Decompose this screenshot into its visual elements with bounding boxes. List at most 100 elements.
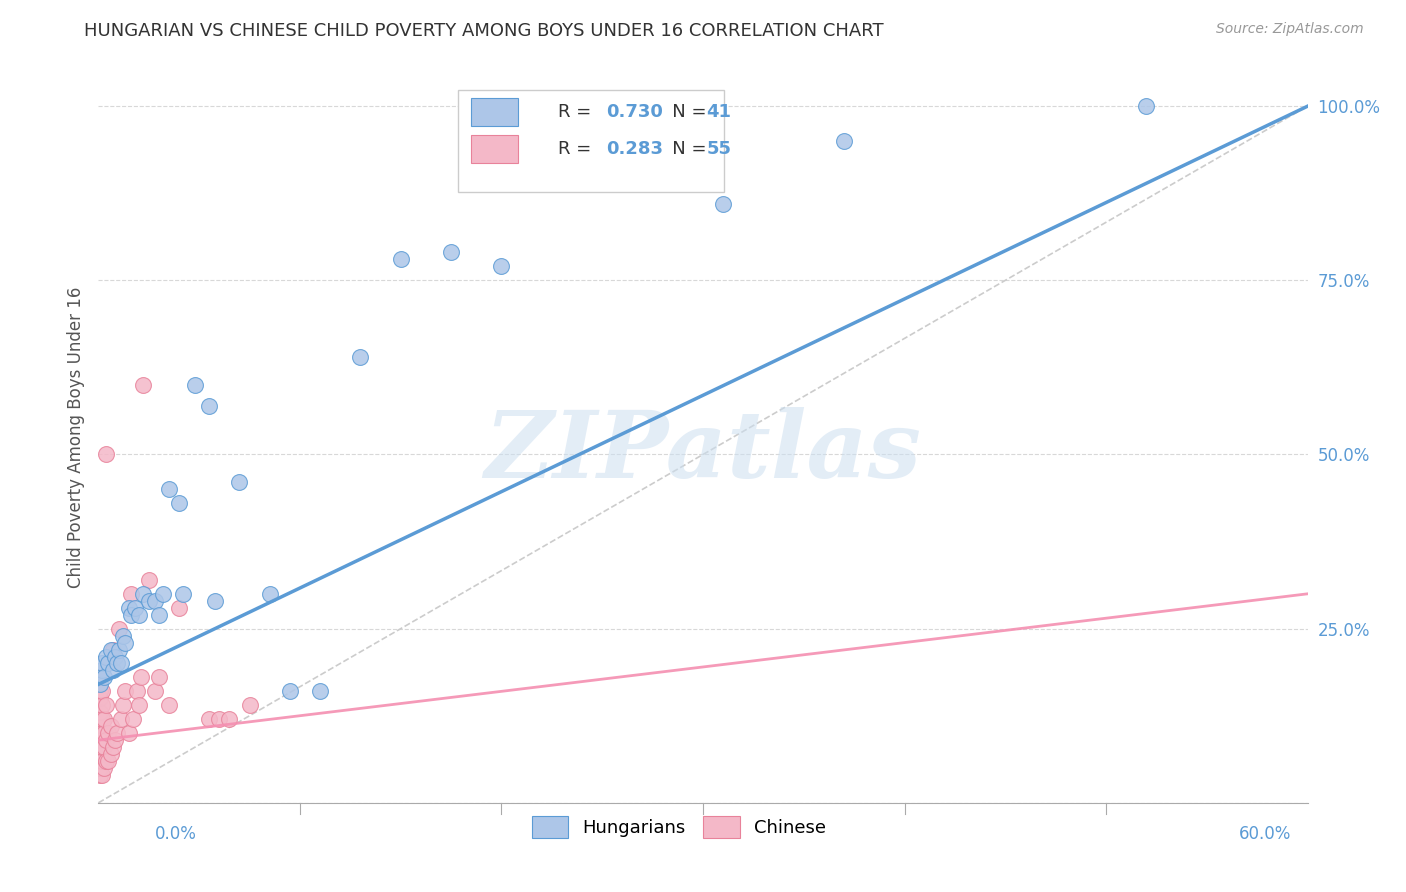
Point bbox=[128, 607, 150, 622]
Point bbox=[118, 600, 141, 615]
Text: 60.0%: 60.0% bbox=[1239, 825, 1292, 843]
Point bbox=[204, 594, 226, 608]
Point bbox=[1135, 99, 1157, 113]
Point bbox=[91, 684, 114, 698]
Text: N =: N = bbox=[655, 140, 711, 158]
Point bbox=[167, 496, 190, 510]
Point bbox=[120, 607, 142, 622]
Point bbox=[111, 629, 134, 643]
Point bbox=[91, 657, 114, 671]
Point bbox=[93, 726, 115, 740]
Text: N =: N = bbox=[655, 103, 711, 121]
Point bbox=[148, 607, 170, 622]
Point bbox=[114, 635, 136, 649]
Point bbox=[120, 587, 142, 601]
Point bbox=[440, 245, 463, 260]
Point bbox=[100, 747, 122, 761]
Point bbox=[110, 712, 132, 726]
Point bbox=[110, 657, 132, 671]
Point bbox=[89, 670, 111, 684]
Point bbox=[105, 726, 128, 740]
Point bbox=[121, 712, 143, 726]
Point bbox=[89, 761, 111, 775]
Point bbox=[349, 350, 371, 364]
Point bbox=[124, 600, 146, 615]
Point bbox=[91, 740, 114, 755]
Point bbox=[93, 761, 115, 775]
Point bbox=[143, 594, 166, 608]
Text: 0.730: 0.730 bbox=[606, 103, 664, 121]
Point bbox=[239, 698, 262, 713]
Point bbox=[91, 726, 114, 740]
Point bbox=[100, 719, 122, 733]
Point bbox=[89, 768, 111, 782]
Point bbox=[107, 642, 129, 657]
Point bbox=[132, 377, 155, 392]
Point bbox=[259, 587, 281, 601]
Point bbox=[167, 600, 190, 615]
Point bbox=[91, 712, 114, 726]
Point bbox=[103, 733, 125, 747]
Point bbox=[93, 712, 115, 726]
Point bbox=[198, 712, 221, 726]
Point bbox=[491, 260, 513, 274]
FancyBboxPatch shape bbox=[457, 90, 724, 192]
Point bbox=[111, 698, 134, 713]
Point bbox=[93, 740, 115, 755]
Point bbox=[89, 747, 111, 761]
Point bbox=[309, 684, 332, 698]
Point bbox=[114, 684, 136, 698]
Point bbox=[91, 768, 114, 782]
Point bbox=[129, 670, 152, 684]
Point bbox=[89, 712, 111, 726]
Point bbox=[228, 475, 250, 490]
Point bbox=[208, 712, 231, 726]
Point bbox=[711, 196, 734, 211]
Text: Source: ZipAtlas.com: Source: ZipAtlas.com bbox=[1216, 22, 1364, 37]
Point bbox=[218, 712, 240, 726]
Point bbox=[157, 483, 180, 497]
Point bbox=[143, 684, 166, 698]
Legend: Hungarians, Chinese: Hungarians, Chinese bbox=[524, 808, 834, 845]
Point bbox=[138, 594, 160, 608]
Point bbox=[96, 448, 118, 462]
Point bbox=[172, 587, 194, 601]
Point bbox=[132, 587, 155, 601]
Point bbox=[97, 726, 120, 740]
Point bbox=[100, 642, 122, 657]
Point bbox=[96, 698, 118, 713]
Point bbox=[278, 684, 301, 698]
Text: HUNGARIAN VS CHINESE CHILD POVERTY AMONG BOYS UNDER 16 CORRELATION CHART: HUNGARIAN VS CHINESE CHILD POVERTY AMONG… bbox=[84, 22, 884, 40]
Y-axis label: Child Poverty Among Boys Under 16: Child Poverty Among Boys Under 16 bbox=[66, 286, 84, 588]
Point bbox=[152, 587, 174, 601]
Point bbox=[832, 134, 855, 148]
Point bbox=[148, 670, 170, 684]
Point bbox=[198, 399, 221, 413]
Point bbox=[184, 377, 207, 392]
Point bbox=[118, 726, 141, 740]
Point bbox=[631, 161, 654, 176]
Point bbox=[89, 733, 111, 747]
FancyBboxPatch shape bbox=[471, 98, 519, 127]
Point bbox=[107, 622, 129, 636]
FancyBboxPatch shape bbox=[471, 135, 519, 163]
Point bbox=[157, 698, 180, 713]
Point bbox=[101, 664, 124, 678]
Point bbox=[91, 754, 114, 768]
Point bbox=[125, 684, 148, 698]
Point bbox=[96, 733, 118, 747]
Point bbox=[89, 705, 111, 719]
Point bbox=[97, 754, 120, 768]
Point bbox=[103, 649, 125, 664]
Point bbox=[128, 698, 150, 713]
Text: R =: R = bbox=[558, 140, 598, 158]
Text: 0.0%: 0.0% bbox=[155, 825, 197, 843]
Text: ZIPatlas: ZIPatlas bbox=[485, 407, 921, 497]
Text: 41: 41 bbox=[707, 103, 731, 121]
Point bbox=[101, 642, 124, 657]
Point bbox=[105, 657, 128, 671]
Point bbox=[93, 670, 115, 684]
Point bbox=[89, 726, 111, 740]
Text: 0.283: 0.283 bbox=[606, 140, 664, 158]
Text: R =: R = bbox=[558, 103, 598, 121]
